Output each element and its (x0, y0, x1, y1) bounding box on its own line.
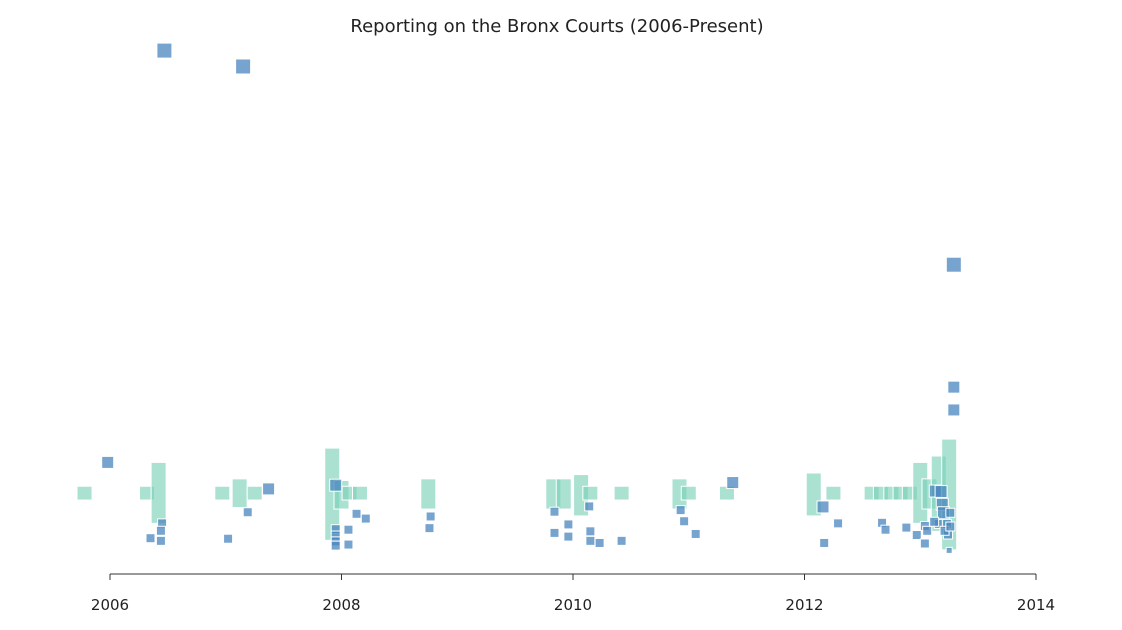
square-point-28 (594, 537, 605, 548)
bar-mark-0 (76, 485, 93, 501)
square-point-27 (585, 535, 596, 546)
square-point-54 (945, 521, 956, 532)
x-tick-label: 2006 (91, 596, 129, 614)
bar-mark-5 (246, 485, 263, 501)
square-point-42 (922, 525, 933, 536)
square-point-33 (726, 476, 740, 490)
x-axis-ticks: 2006 2008 2010 2012 2014 (91, 574, 1055, 614)
square-point-35 (833, 518, 844, 529)
square-point-29 (616, 535, 627, 546)
bar-mark-2 (150, 461, 167, 524)
bar-mark-20 (825, 485, 842, 501)
x-tick-label: 2010 (554, 596, 592, 614)
square-point-19 (425, 511, 436, 522)
bar-mark-17 (680, 485, 697, 501)
square-point-34 (816, 500, 830, 514)
square-point-36 (819, 537, 830, 548)
square-point-9 (242, 507, 253, 518)
x-tick-label: 2014 (1017, 596, 1055, 614)
bar-mark-9 (352, 485, 369, 501)
square-point-3 (262, 482, 276, 496)
square-point-18 (360, 513, 371, 524)
square-point-15 (343, 524, 354, 535)
chart-title: Reporting on the Bronx Courts (2006-Pres… (350, 16, 764, 37)
bar-mark-4 (231, 478, 248, 508)
square-point-17 (351, 508, 362, 519)
bar-mark-10 (420, 478, 437, 510)
square-point-0 (101, 455, 115, 469)
square-point-7 (155, 535, 166, 546)
square-point-20 (424, 523, 435, 534)
square-point-26 (585, 526, 596, 537)
square-point-53 (945, 507, 956, 518)
bar-mark-12 (555, 478, 572, 510)
square-point-8 (223, 533, 234, 544)
square-point-14 (330, 540, 341, 551)
square-point-25 (584, 501, 595, 512)
square-point-32 (690, 528, 701, 539)
square-point-40 (911, 530, 922, 541)
square-point-58 (947, 403, 961, 417)
square-point-5 (155, 525, 166, 536)
square-point-23 (563, 519, 574, 530)
square-point-39 (901, 522, 912, 533)
square-point-1 (156, 42, 173, 59)
square-point-24 (563, 531, 574, 542)
square-point-21 (549, 506, 560, 517)
square-point-31 (679, 516, 690, 527)
square-point-57 (947, 380, 961, 394)
x-tick-label: 2012 (785, 596, 823, 614)
square-point-56 (945, 256, 962, 273)
square-point-49 (929, 516, 940, 527)
square-point-16 (343, 539, 354, 550)
square-point-2 (235, 58, 252, 75)
square-point-38 (880, 524, 891, 535)
square-point-43 (919, 538, 930, 549)
points-layer (101, 42, 962, 554)
square-point-6 (145, 533, 156, 544)
x-tick-label: 2008 (322, 596, 360, 614)
square-point-30 (675, 505, 686, 516)
square-point-22 (549, 527, 560, 538)
bar-mark-3 (214, 485, 231, 501)
square-point-55 (945, 546, 953, 554)
square-point-45 (934, 485, 948, 499)
bars-layer (76, 438, 958, 551)
bar-mark-14 (582, 485, 599, 501)
square-point-10 (329, 478, 343, 492)
bar-mark-15 (613, 485, 630, 501)
